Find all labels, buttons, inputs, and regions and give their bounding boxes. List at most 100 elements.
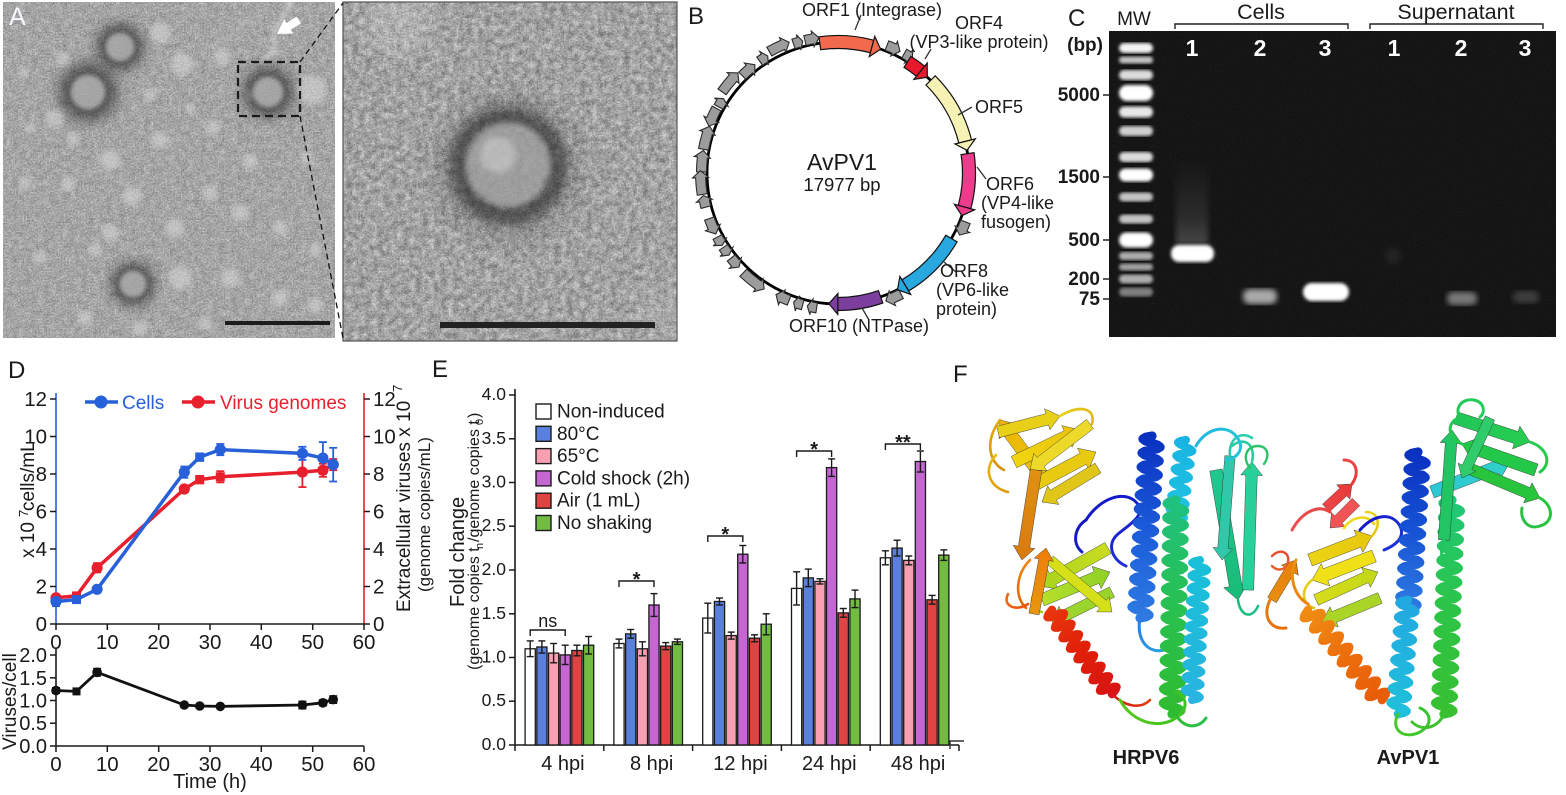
svg-text:4: 4 xyxy=(373,538,384,561)
svg-text:8 hpi: 8 hpi xyxy=(630,753,673,775)
svg-text:7: 7 xyxy=(16,510,31,517)
svg-text:1: 1 xyxy=(1388,35,1401,61)
svg-text:**: ** xyxy=(895,432,911,454)
svg-text:1: 1 xyxy=(1186,35,1199,61)
svg-text:48 hpi: 48 hpi xyxy=(891,753,946,775)
svg-text:60: 60 xyxy=(353,631,376,654)
svg-text:2: 2 xyxy=(1254,35,1267,61)
svg-text:60: 60 xyxy=(353,753,376,776)
svg-text:0: 0 xyxy=(50,631,61,654)
svg-text:3.5: 3.5 xyxy=(482,428,506,448)
svg-text:0.0: 0.0 xyxy=(19,736,47,758)
svg-text:4: 4 xyxy=(36,538,47,561)
svg-text:ORF8: ORF8 xyxy=(940,261,988,281)
svg-text:ORF6: ORF6 xyxy=(986,174,1034,194)
svg-text:12: 12 xyxy=(373,388,396,411)
svg-text:2: 2 xyxy=(36,576,47,599)
svg-text:17977 bp: 17977 bp xyxy=(803,174,880,195)
svg-text:Cells: Cells xyxy=(1237,0,1285,24)
svg-text:2: 2 xyxy=(1455,35,1468,61)
svg-text:3.0: 3.0 xyxy=(482,472,507,492)
svg-text:C: C xyxy=(1068,5,1085,32)
svg-text:Cold shock (2h): Cold shock (2h) xyxy=(557,468,690,489)
svg-text:AvPV1: AvPV1 xyxy=(1377,747,1440,769)
svg-text:(bp): (bp) xyxy=(1067,35,1103,56)
svg-text:ORF10 (NTPase): ORF10 (NTPase) xyxy=(789,316,929,336)
svg-text:12: 12 xyxy=(24,388,47,411)
svg-text:Supernatant: Supernatant xyxy=(1397,0,1514,24)
svg-text:(genome copies/mL): (genome copies/mL) xyxy=(415,437,434,592)
svg-text:Cells: Cells xyxy=(122,393,164,414)
svg-text:(VP4-like: (VP4-like xyxy=(981,193,1054,213)
svg-text:40: 40 xyxy=(250,631,273,654)
svg-text:*: * xyxy=(810,439,818,461)
svg-text:2: 2 xyxy=(373,576,384,599)
svg-text:7: 7 xyxy=(390,385,405,392)
svg-text:): ) xyxy=(466,413,483,418)
svg-text:*: * xyxy=(633,569,641,591)
svg-text:x 10: x 10 xyxy=(18,522,39,558)
svg-text:10: 10 xyxy=(96,631,119,654)
svg-text:2.5: 2.5 xyxy=(482,515,506,535)
svg-text:Fold change: Fold change xyxy=(447,497,469,607)
svg-text:1.5: 1.5 xyxy=(482,603,506,623)
svg-text:10: 10 xyxy=(24,426,47,449)
svg-text:5000: 5000 xyxy=(1058,85,1100,106)
svg-text:(VP6-like: (VP6-like xyxy=(936,280,1009,300)
svg-text:8: 8 xyxy=(36,463,47,486)
svg-text:F: F xyxy=(953,361,968,388)
svg-text:1.0: 1.0 xyxy=(482,647,507,667)
svg-text:Virus genomes: Virus genomes xyxy=(220,393,346,414)
svg-text:1500: 1500 xyxy=(1058,167,1100,188)
svg-text:8: 8 xyxy=(373,463,384,486)
svg-text:20: 20 xyxy=(147,753,170,776)
svg-text:ORF5: ORF5 xyxy=(975,97,1023,117)
svg-text:2.0: 2.0 xyxy=(482,559,507,579)
svg-text:24 hpi: 24 hpi xyxy=(802,753,857,775)
svg-text:1.5: 1.5 xyxy=(19,668,47,690)
svg-text:(genome copies t: (genome copies t xyxy=(466,547,483,670)
svg-text:D: D xyxy=(8,357,25,384)
svg-text:2.0: 2.0 xyxy=(19,645,47,667)
svg-text:Time (h): Time (h) xyxy=(173,771,247,793)
svg-text:n: n xyxy=(474,543,486,549)
svg-text:40: 40 xyxy=(250,753,273,776)
svg-text:10: 10 xyxy=(96,753,119,776)
svg-text:B: B xyxy=(688,3,704,30)
svg-text:30: 30 xyxy=(199,753,222,776)
svg-text:Viruses/cell: Viruses/cell xyxy=(0,653,21,750)
svg-text:protein): protein) xyxy=(936,299,997,319)
svg-text:MW: MW xyxy=(1117,9,1151,30)
svg-text:0: 0 xyxy=(36,613,47,636)
svg-text:50: 50 xyxy=(301,753,324,776)
svg-text:3: 3 xyxy=(1519,35,1532,61)
svg-text:/genome copies t: /genome copies t xyxy=(466,420,483,542)
svg-text:ns: ns xyxy=(538,611,557,631)
svg-text:ORF1 (Integrase): ORF1 (Integrase) xyxy=(802,0,942,20)
svg-text:20: 20 xyxy=(147,631,170,654)
svg-text:4 hpi: 4 hpi xyxy=(541,753,584,775)
svg-text:75: 75 xyxy=(1079,289,1101,310)
svg-text:50: 50 xyxy=(301,631,324,654)
svg-text:30: 30 xyxy=(199,631,222,654)
svg-text:65°C: 65°C xyxy=(557,446,599,467)
svg-text:AvPV1: AvPV1 xyxy=(807,149,877,175)
svg-text:cells/mL: cells/mL xyxy=(18,441,39,511)
svg-text:0.5: 0.5 xyxy=(19,713,47,735)
svg-text:0.0: 0.0 xyxy=(482,734,507,754)
svg-text:(VP3-like protein): (VP3-like protein) xyxy=(909,32,1048,52)
svg-text:0: 0 xyxy=(373,613,384,636)
svg-text:Non-induced: Non-induced xyxy=(557,402,665,423)
svg-text:3: 3 xyxy=(1319,35,1332,61)
svg-text:HRPV6: HRPV6 xyxy=(1113,747,1180,769)
svg-text:10: 10 xyxy=(373,426,396,449)
svg-text:6: 6 xyxy=(373,501,384,524)
svg-text:E: E xyxy=(432,356,448,383)
svg-text:80°C: 80°C xyxy=(557,424,599,445)
svg-text:Extracellular viruses x 10: Extracellular viruses x 10 xyxy=(394,401,415,612)
svg-text:A: A xyxy=(9,3,26,31)
svg-text:1.0: 1.0 xyxy=(19,691,47,713)
svg-text:500: 500 xyxy=(1068,230,1100,251)
svg-text:12 hpi: 12 hpi xyxy=(713,753,768,775)
svg-text:*: * xyxy=(721,524,729,546)
